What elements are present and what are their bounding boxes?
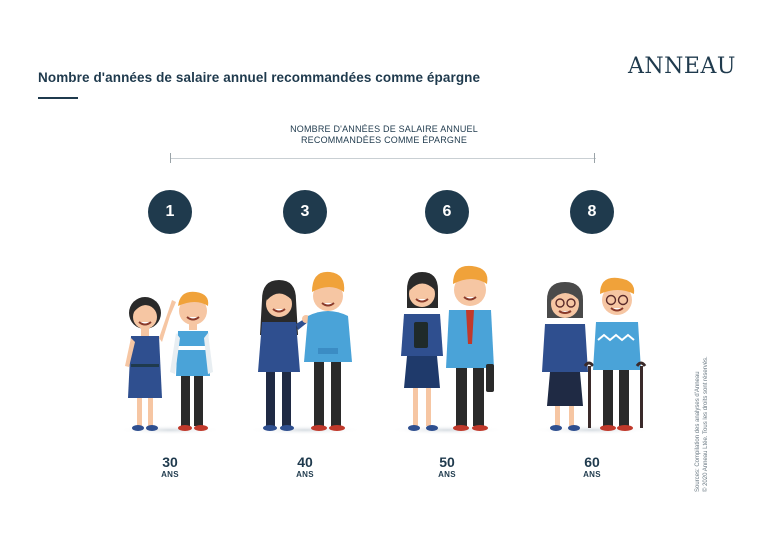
page-title: Nombre d'années de salaire annuel recomm…: [38, 70, 481, 85]
timeline-caption-line2: RECOMMANDÉES COMME ÉPARGNE: [300, 135, 468, 145]
age-label-30: 30 ANS: [140, 455, 200, 480]
timeline-start-tick: [170, 153, 171, 163]
timeline-caption-line1: NOMBRE D'ANNÉES DE SALAIRE ANNUEL: [290, 124, 478, 134]
age-unit: ANS: [161, 470, 179, 479]
couple-50-illustration: [389, 265, 505, 435]
age-number: 50: [439, 454, 455, 470]
age-label-50: 50 ANS: [417, 455, 477, 480]
years-badge-4: 8: [570, 190, 614, 234]
source-note: Sources: Compilation des analyses d'Anne…: [694, 292, 710, 492]
businesswoman-figure: [401, 272, 443, 431]
title-underline: [38, 97, 78, 99]
age-unit: ANS: [296, 470, 314, 479]
age-label-60: 60 ANS: [562, 455, 622, 480]
age-number: 30: [162, 454, 178, 470]
years-badge-1: 1: [148, 190, 192, 234]
age-unit: ANS: [583, 470, 601, 479]
older-woman-figure: [542, 282, 595, 431]
years-badge-2: 3: [283, 190, 327, 234]
age-unit: ANS: [438, 470, 456, 479]
timeline-end-tick: [594, 153, 595, 163]
years-badge-3: 6: [425, 190, 469, 234]
timeline-line: [170, 158, 596, 159]
businessman-figure: [446, 265, 494, 431]
age-number: 40: [297, 454, 313, 470]
couple-40-illustration: [247, 271, 363, 435]
copyright-line: © 2020 Anneau Ltée. Tous les droits sont…: [703, 356, 709, 492]
anneau-logo: ANNEAU: [628, 54, 736, 79]
older-man-figure: [593, 277, 647, 431]
age-label-40: 40 ANS: [275, 455, 335, 480]
young-man-figure: [170, 291, 213, 431]
man-40-figure: [304, 271, 352, 431]
couple-30-illustration: [118, 291, 222, 435]
young-woman-figure: [125, 297, 176, 431]
age-number: 60: [584, 454, 600, 470]
timeline-caption: NOMBRE D'ANNÉES DE SALAIRE ANNUEL RECOMM…: [268, 124, 500, 146]
source-line: Sources: Compilation des analyses d'Anne…: [695, 371, 701, 492]
couple-60-illustration: [532, 277, 652, 435]
woman-40-figure: [258, 280, 310, 431]
